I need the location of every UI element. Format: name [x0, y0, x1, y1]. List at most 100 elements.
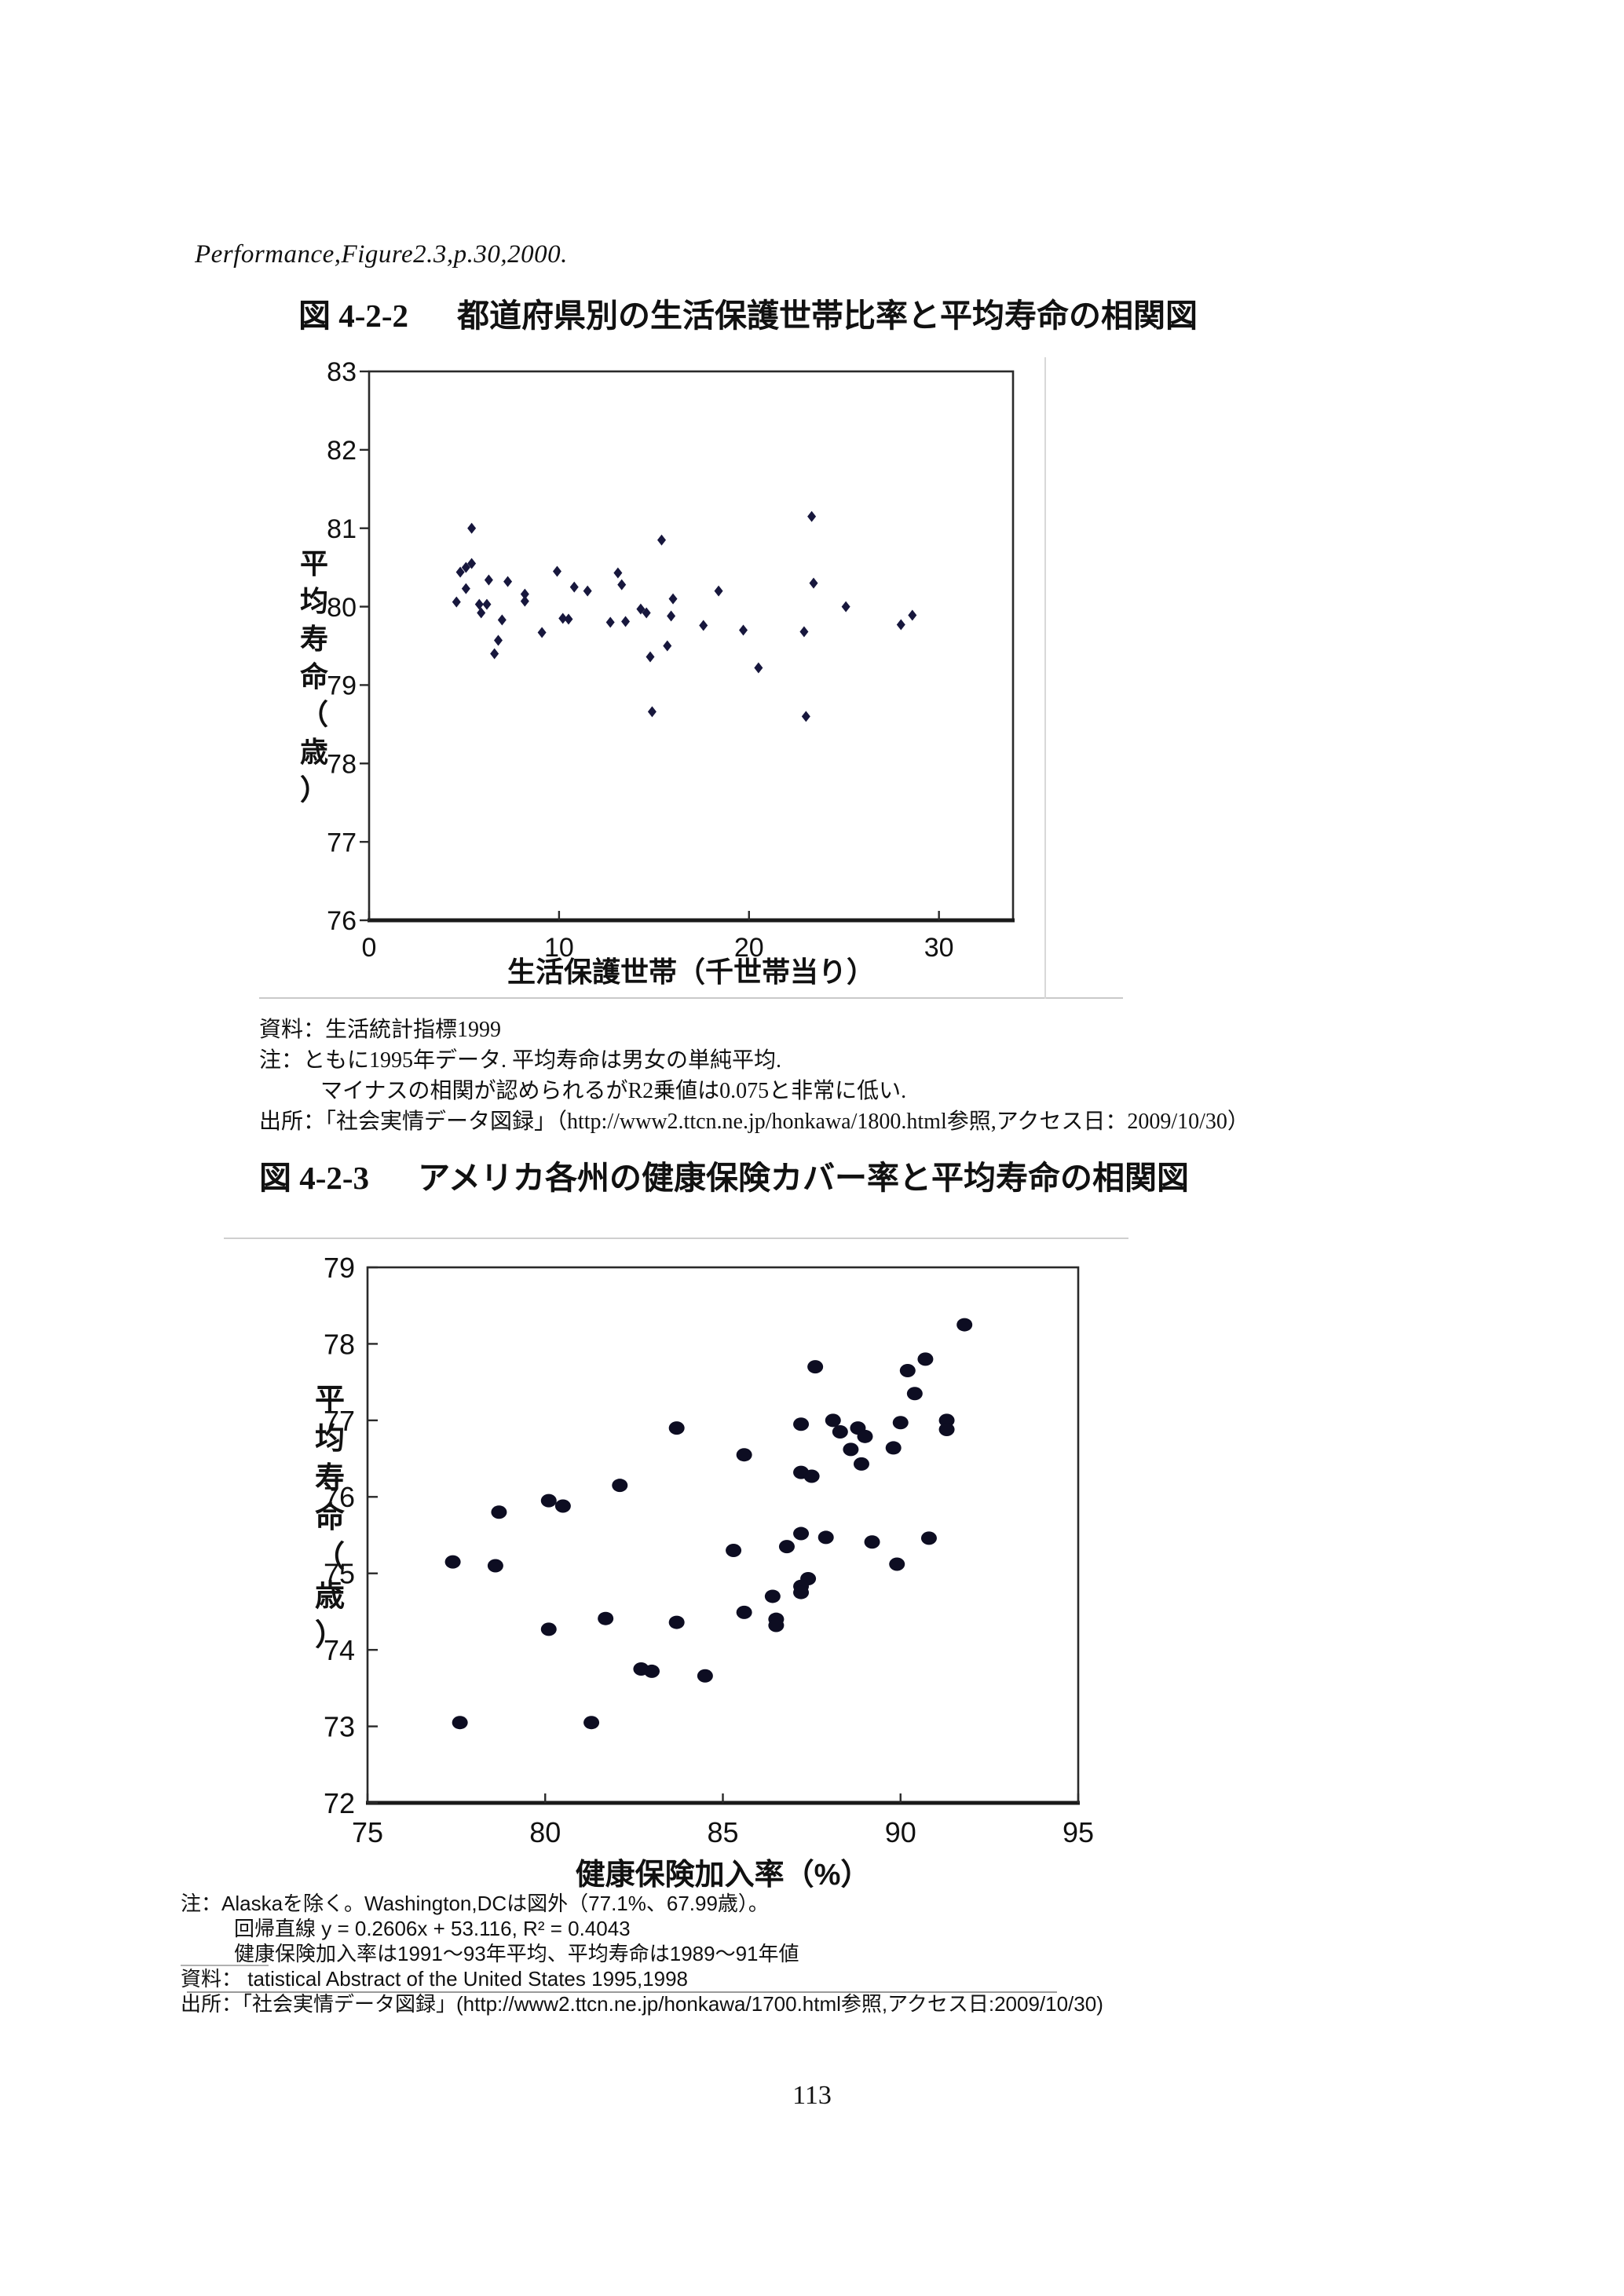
y-axis-title-char: 寿	[315, 1462, 345, 1495]
note-remark-2: マイナスの相関が認められるがR2乗値は0.075と非常に低い.	[320, 1079, 907, 1103]
data-point	[938, 1413, 955, 1428]
y-tick-label: 74	[324, 1634, 355, 1666]
data-point	[520, 588, 529, 600]
page-number: 113	[792, 2081, 832, 2110]
y-axis-title-char: 命	[315, 1501, 345, 1534]
figure2-heading: アメリカ各州の健康保険カバー率と平均寿命の相関図	[418, 1160, 1190, 1196]
y-tick-label: 72	[324, 1787, 355, 1819]
y-axis-title-char: （	[300, 698, 328, 730]
data-point	[621, 616, 631, 627]
data-point	[540, 1493, 557, 1508]
y-tick-label: 75	[324, 1558, 355, 1590]
data-point	[917, 1352, 934, 1366]
data-point	[487, 1559, 503, 1573]
data-point	[864, 1535, 880, 1549]
data-point	[803, 1469, 820, 1483]
y-tick-label: 73	[324, 1711, 355, 1743]
note-alaska: 注：Alaskaを除く。Washington,DCは図外（77.1%、67.99…	[181, 1892, 769, 1915]
y-axis-title-char: 寿	[300, 623, 328, 655]
y-axis-title-char: 歳	[300, 736, 328, 768]
data-point	[906, 1387, 923, 1401]
y-tick-label: 80	[327, 593, 357, 623]
data-point	[920, 1531, 937, 1545]
y-axis-title-char: ）	[300, 773, 328, 806]
y-tick-label: 79	[327, 671, 357, 701]
x-tick-label: 20	[734, 933, 764, 963]
x-tick-label: 90	[885, 1816, 916, 1848]
y-axis-title-char: 平	[300, 547, 328, 579]
data-point	[484, 574, 493, 586]
y-tick-label: 81	[327, 514, 357, 544]
data-point	[892, 1416, 909, 1430]
data-point	[461, 583, 470, 594]
data-point	[558, 612, 568, 624]
plot-frame	[366, 1266, 1080, 1804]
data-point	[537, 627, 547, 638]
figure1-title: 図 4-2-2 都道府県別の生活保護世帯比率と平均寿命の相関図	[298, 289, 1198, 336]
chart1-bottom-border	[259, 997, 1123, 999]
data-point	[477, 607, 486, 619]
y-tick-label: 78	[327, 750, 357, 780]
data-point	[583, 585, 592, 597]
notes2-full-rule	[187, 1991, 1057, 1993]
chart2-top-border	[224, 1238, 1128, 1239]
data-point	[899, 1364, 916, 1378]
data-point	[490, 648, 499, 660]
data-point	[799, 626, 809, 638]
x-tick-label: 30	[924, 933, 954, 963]
y-tick-label: 76	[327, 906, 357, 936]
scatter-chart-insurance-vs-lifespan: 72 73 74 75 76 77 78 79 75 80 85 90 95 健康保険加入率（%） 平均寿命…	[315, 1252, 1094, 1892]
data-point	[739, 624, 748, 636]
data-point	[697, 1669, 713, 1683]
x-tick-label: 10	[544, 933, 574, 963]
y-tick-label: 77	[324, 1405, 355, 1437]
data-point	[764, 1589, 781, 1603]
y-tick-label: 78	[324, 1328, 355, 1360]
note-origin: 出所：「社会実情データ図録」（http://www2.ttcn.ne.jp/ho…	[259, 1110, 1249, 1134]
data-point	[885, 1441, 902, 1455]
citation-text: Performance,Figure2.3,p.30,2000.	[195, 240, 568, 269]
y-axis-title-char: 平	[315, 1384, 345, 1417]
data-point	[668, 593, 678, 605]
y-axis-title-char: 歳	[315, 1580, 345, 1613]
data-point	[832, 1424, 848, 1439]
note-source-us: 資料： tatistical Abstract of the United St…	[181, 1967, 689, 1991]
data-point	[482, 598, 492, 610]
data-point	[889, 1557, 905, 1571]
data-point	[491, 1505, 507, 1519]
figure2-label: 図 4-2-3	[259, 1160, 370, 1196]
data-point	[467, 522, 477, 534]
data-point	[663, 640, 672, 652]
x-tick-label: 85	[707, 1816, 738, 1848]
data-point	[569, 581, 579, 593]
data-point	[896, 619, 905, 631]
y-tick-label: 79	[324, 1252, 355, 1284]
data-point	[452, 1716, 468, 1730]
data-point	[714, 585, 723, 597]
data-point	[520, 595, 529, 607]
data-point	[699, 620, 708, 631]
data-point	[726, 1543, 742, 1557]
data-point	[554, 1499, 571, 1513]
note-years: 健康保険加入率は1991～93年平均、平均寿命は1989～91年値	[234, 1942, 799, 1965]
data-point	[793, 1526, 810, 1541]
data-point	[444, 1555, 461, 1569]
data-point	[668, 1615, 685, 1629]
data-point	[857, 1429, 873, 1443]
data-point	[956, 1318, 973, 1332]
note-origin-us: 出所：「社会実情データ図録」(http://www2.ttcn.ne.jp/ho…	[181, 1992, 1103, 2016]
data-point	[908, 609, 917, 621]
data-point	[736, 1605, 752, 1619]
y-axis-title-char: 均	[300, 585, 328, 617]
y-axis-title-char: ）	[315, 1619, 345, 1652]
note-source: 資料：生活統計指標1999	[259, 1018, 502, 1042]
y-axis-title-char: （	[315, 1541, 345, 1574]
data-point	[736, 1448, 752, 1462]
note-remark: 注：ともに1995年データ. 平均寿命は男女の単純平均.	[259, 1048, 782, 1073]
x-tick-label: 75	[352, 1816, 383, 1848]
data-point	[552, 565, 561, 577]
data-point	[825, 1413, 841, 1428]
data-point	[841, 601, 850, 612]
data-point	[636, 603, 646, 615]
data-point	[644, 1664, 660, 1678]
